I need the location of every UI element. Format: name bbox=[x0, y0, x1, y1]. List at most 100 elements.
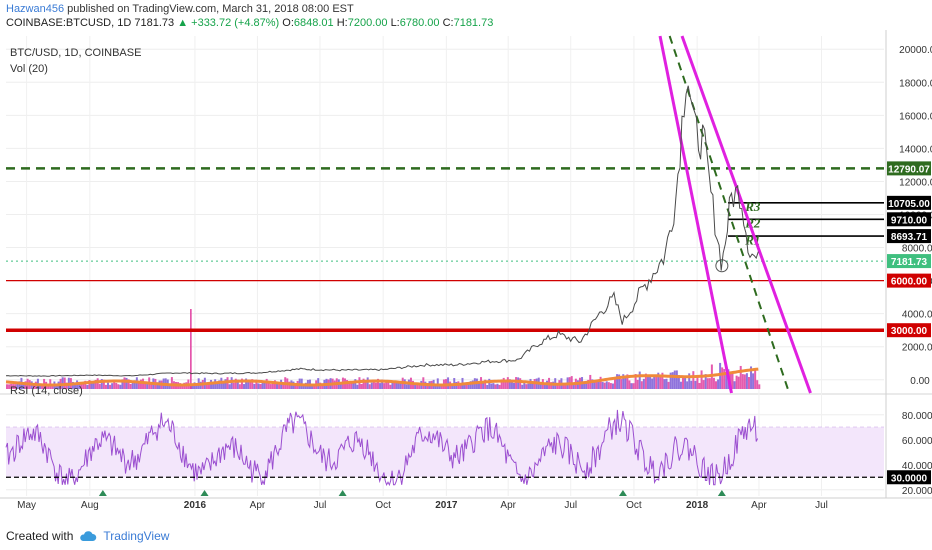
volume-bar bbox=[675, 370, 678, 389]
volume-bar bbox=[601, 382, 604, 389]
level-label: 3000.00 bbox=[891, 326, 928, 337]
volume-bar bbox=[236, 379, 239, 389]
volume-bar bbox=[278, 382, 281, 389]
volume-bar bbox=[245, 378, 248, 389]
volume-bar bbox=[366, 377, 369, 389]
time-tick-label: 2018 bbox=[686, 500, 709, 511]
volume-bar bbox=[294, 383, 297, 389]
chart-header: Hazwan456 published on TradingView.com, … bbox=[6, 2, 926, 32]
volume-bar bbox=[356, 384, 359, 389]
volume-bar bbox=[352, 381, 355, 389]
volume-bar bbox=[451, 384, 454, 389]
volume-bar bbox=[51, 384, 54, 389]
open-label: O: bbox=[282, 17, 294, 29]
volume-bar bbox=[677, 375, 680, 389]
volume-bar bbox=[397, 382, 400, 389]
price-labels: 12790.07 10705.00 9710.00 8693.71 7181.73 600… bbox=[887, 161, 931, 485]
volume-bar bbox=[632, 383, 635, 389]
volume-bar bbox=[636, 379, 639, 389]
volume-bar bbox=[232, 382, 235, 389]
level-label: 12790.07 bbox=[888, 164, 930, 175]
volume-bar bbox=[714, 381, 717, 389]
volume-bar bbox=[313, 384, 316, 389]
volume-bar bbox=[488, 378, 491, 389]
volume-bar bbox=[218, 380, 221, 389]
volume-bar bbox=[383, 383, 386, 389]
volume-bar bbox=[393, 381, 396, 389]
volume-bar bbox=[737, 376, 740, 389]
volume-bar bbox=[698, 382, 701, 389]
volume-bar bbox=[370, 382, 373, 389]
volume-bar bbox=[756, 380, 759, 389]
volume-bar bbox=[447, 377, 450, 389]
volume-bar bbox=[750, 366, 753, 389]
volume-bar bbox=[156, 382, 159, 389]
volume-bar bbox=[195, 384, 198, 389]
volume-bar bbox=[414, 384, 417, 389]
volume-bar bbox=[212, 383, 215, 389]
volume-bar bbox=[399, 381, 402, 389]
volume-bar bbox=[228, 384, 231, 389]
volume-bar bbox=[745, 373, 748, 389]
volume-bar bbox=[614, 377, 617, 389]
volume-bar bbox=[663, 379, 666, 389]
volume-bar bbox=[572, 383, 575, 389]
volume-bar bbox=[556, 384, 559, 389]
volume-bar bbox=[249, 379, 252, 389]
volume-bar bbox=[467, 382, 470, 389]
volume-bar bbox=[510, 380, 513, 389]
volume-bar bbox=[515, 377, 518, 389]
volume-bar bbox=[273, 380, 276, 389]
volume-bar bbox=[587, 379, 590, 389]
legend-volume: Vol (20) bbox=[10, 63, 48, 75]
volume-bar bbox=[354, 379, 357, 389]
tradingview-link[interactable]: TradingView bbox=[103, 529, 170, 543]
volume-bar bbox=[651, 378, 654, 389]
volume-bar bbox=[372, 380, 375, 389]
volume-bar bbox=[74, 383, 77, 389]
rsi-level-label-bg bbox=[887, 470, 931, 485]
volume-bar bbox=[463, 383, 466, 389]
volume-bar bbox=[628, 380, 631, 389]
volume-bar bbox=[14, 384, 17, 389]
volume-bar bbox=[247, 381, 250, 389]
volume-bar bbox=[712, 377, 715, 389]
volume-bar bbox=[492, 383, 495, 389]
axes: 20000.00 18000.00 16000.00 14000.00 12000.00… bbox=[17, 45, 932, 511]
author-link[interactable]: Hazwan456 bbox=[6, 3, 65, 15]
volume-bar bbox=[599, 376, 602, 389]
volume-bar bbox=[671, 372, 674, 389]
volume-bar bbox=[525, 384, 528, 389]
volume-bar bbox=[395, 381, 398, 389]
volume-bar bbox=[653, 374, 656, 389]
volume-bar bbox=[649, 375, 652, 389]
volume-bar bbox=[230, 377, 233, 389]
level-label-bg bbox=[887, 161, 931, 176]
volume-bar bbox=[113, 380, 116, 389]
volume-bar bbox=[261, 381, 264, 389]
volume-bar bbox=[253, 383, 256, 389]
volume-bar bbox=[496, 383, 499, 389]
level-label: 9710.00 bbox=[891, 215, 928, 226]
volume-bar bbox=[61, 377, 64, 389]
volume-bar bbox=[368, 384, 371, 389]
volume-bar bbox=[529, 378, 532, 389]
volume-bar bbox=[527, 383, 530, 389]
time-tick-label: Jul bbox=[564, 500, 577, 511]
volume-bar bbox=[321, 383, 324, 389]
volume-bar bbox=[80, 384, 83, 389]
volume-bar bbox=[106, 382, 109, 389]
volume-bar bbox=[78, 382, 81, 389]
high-value: 7200.00 bbox=[347, 17, 388, 29]
volume-bar bbox=[438, 384, 441, 389]
volume-bar bbox=[543, 383, 546, 389]
volume-bar bbox=[591, 379, 594, 389]
volume-bar bbox=[539, 384, 542, 389]
volume-bar bbox=[267, 382, 270, 389]
volume-bar bbox=[168, 384, 171, 389]
rsi-line bbox=[5, 409, 759, 487]
volume-spike bbox=[190, 309, 192, 389]
legend-rsi: RSI (14, close) bbox=[10, 385, 83, 397]
volume-bar bbox=[263, 380, 266, 389]
